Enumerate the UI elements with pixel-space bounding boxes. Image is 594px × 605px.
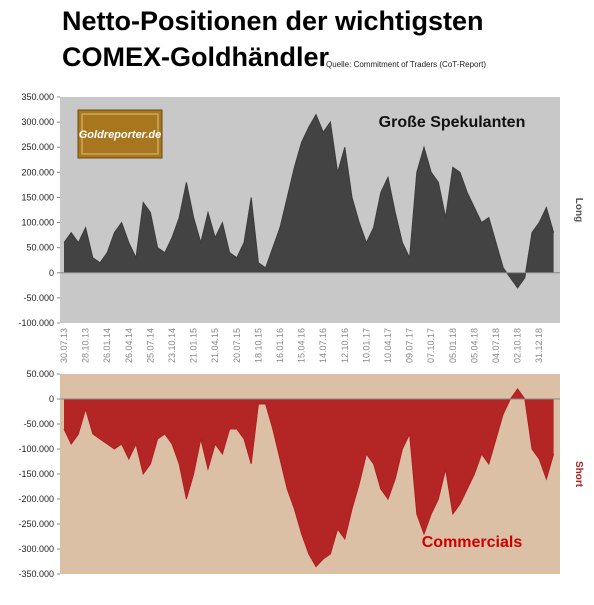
x-tick-label: 05.04.18 [469, 328, 479, 363]
x-tick-label: 18.10.15 [253, 328, 263, 363]
y-tick-label: 50.000 [26, 243, 54, 253]
logo-border [81, 113, 159, 155]
y-tick-label: 150.000 [21, 192, 54, 202]
area-line [63, 113, 555, 289]
y-tick-label: 0 [49, 394, 54, 404]
x-tick-label: 05.01.18 [448, 328, 458, 363]
area-line [63, 388, 555, 568]
y-tick-label: 300.000 [21, 117, 54, 127]
y-tick-label: -350.000 [18, 569, 54, 579]
y-tick-label: 350.000 [21, 92, 54, 102]
y-tick-label: 0 [49, 268, 54, 278]
x-tick-label: 12.10.16 [340, 328, 350, 363]
y-axis-label: Long [573, 198, 584, 222]
logo: Goldreporter.de [79, 129, 162, 141]
x-tick-label: 14.07.16 [318, 328, 328, 363]
y-tick-label: -50.000 [23, 419, 54, 429]
y-tick-label: 200.000 [21, 167, 54, 177]
x-tick-label: 28.10.13 [81, 328, 91, 363]
x-tick-label: 21.04.15 [210, 328, 220, 363]
source: Quelle: Commitment of Traders (CoT-Repor… [326, 60, 486, 69]
y-tick-label: -50.000 [23, 293, 54, 303]
x-tick-label: 09.07.17 [405, 328, 415, 363]
x-tick-label: 23.10.14 [167, 328, 177, 363]
y-tick-label: -150.000 [18, 469, 54, 479]
area [64, 114, 554, 288]
x-tick-label: 10.04.17 [383, 328, 393, 363]
y-axis-label: Short [573, 461, 584, 488]
x-tick-label: 16.01.16 [275, 328, 285, 363]
x-tick-label: 30.07.13 [59, 328, 69, 363]
title-line: COMEX-Goldhändler [62, 42, 330, 72]
title-line: Netto-Positionen der wichtigsten [62, 6, 484, 36]
x-tick-label: 02.10.18 [513, 328, 523, 363]
y-tick-label: -100.000 [18, 318, 54, 328]
y-tick-label: -200.000 [18, 494, 54, 504]
x-tick-label: 25.07.14 [145, 328, 155, 363]
logo-box [77, 109, 163, 159]
x-tick-label: 20.07.15 [232, 328, 242, 363]
plots: 350.000 300.000 250.000 200.000 150.000 100.0… [18, 92, 584, 579]
y-tick-label: 100.000 [21, 218, 54, 228]
x-tick-label: 10.01.17 [361, 328, 371, 363]
x-tick-label: 26.04.14 [124, 328, 134, 363]
x-tick-label: 31.12.18 [534, 328, 544, 363]
y-tick-label: -300.000 [18, 544, 54, 554]
series-label: Große Spekulanten [379, 114, 526, 131]
y-tick-label: 250.000 [21, 142, 54, 152]
x-tick-label: 26.01.14 [102, 328, 112, 363]
series-label: Commercials [422, 534, 523, 551]
y-tick-label: 50.000 [26, 369, 54, 379]
x-tick-label: 15.04.16 [297, 328, 307, 363]
y-tick-label: -100.000 [18, 444, 54, 454]
y-tick-label: -250.000 [18, 519, 54, 529]
x-tick-label: 21.01.15 [189, 328, 199, 363]
x-tick-label: 07.10.17 [426, 328, 436, 363]
area [64, 389, 554, 567]
x-tick-label: 04.07.18 [491, 328, 501, 363]
